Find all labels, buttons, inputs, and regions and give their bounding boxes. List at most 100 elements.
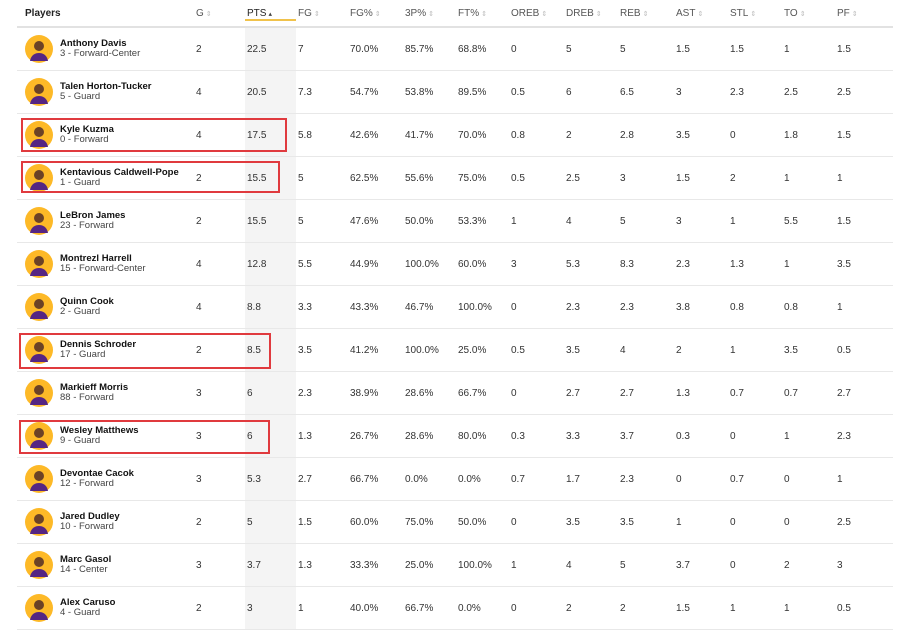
sort-icon[interactable]: ⇕ — [851, 10, 858, 18]
column-header-to[interactable]: TO ⇕ — [782, 8, 835, 19]
player-name[interactable]: LeBron James — [60, 210, 126, 221]
stat-g: 2 — [196, 602, 202, 614]
stat-pf: 1 — [837, 301, 843, 313]
stat-oreb: 0 — [511, 387, 517, 399]
stat-to: 1 — [784, 430, 790, 442]
stat-3p: 0.0% — [405, 473, 428, 485]
column-header-3p[interactable]: 3P% ⇕ — [403, 8, 456, 19]
player-cell[interactable]: Anthony Davis 3 - Forward-Center — [17, 35, 194, 63]
player-name[interactable]: Jared Dudley — [60, 511, 120, 522]
player-info: Markieff Morris 88 - Forward — [60, 383, 128, 403]
player-cell[interactable]: Wesley Matthews 9 - Guard — [17, 422, 194, 450]
stat-pf: 1.5 — [837, 129, 851, 141]
table-row[interactable]: Quinn Cook 2 - Guard 4 8.8 3.3 43.3% 46.7% 100.… — [17, 286, 893, 329]
player-name[interactable]: Quinn Cook — [60, 296, 114, 307]
stat-pf: 1.5 — [837, 43, 851, 55]
sort-icon[interactable]: ⇕ — [799, 10, 806, 18]
column-header-g[interactable]: G ⇕ — [194, 8, 245, 19]
stat-to: 1 — [784, 172, 790, 184]
stat-ast: 1.5 — [676, 172, 690, 184]
table-row[interactable]: Kentavious Caldwell-Pope 1 - Guard 2 15.5 5 6… — [17, 157, 893, 200]
column-header-pts[interactable]: PTS ▴ — [245, 7, 296, 21]
stat-fg: 5 — [298, 172, 304, 184]
column-header-players[interactable]: Players — [17, 8, 194, 19]
table-row[interactable]: Wesley Matthews 9 - Guard 3 6 1.3 26.7% 28.6% 8… — [17, 415, 893, 458]
player-cell[interactable]: LeBron James 23 - Forward — [17, 207, 194, 235]
column-header-label: PTS — [247, 7, 267, 19]
player-name[interactable]: Wesley Matthews — [60, 425, 139, 436]
stat-fg: 1.3 — [298, 430, 312, 442]
stat-pts: 6 — [247, 387, 253, 399]
player-name[interactable]: Kyle Kuzma — [60, 124, 114, 135]
sort-icon[interactable]: ⇕ — [205, 10, 212, 18]
stat-fgp: 47.6% — [350, 215, 379, 227]
sort-icon[interactable]: ⇕ — [541, 10, 548, 18]
player-cell[interactable]: Talen Horton-Tucker 5 - Guard — [17, 78, 194, 106]
player-cell[interactable]: Kentavious Caldwell-Pope 1 - Guard — [17, 164, 194, 192]
table-row[interactable]: Markieff Morris 88 - Forward 3 6 2.3 38.9% 28.… — [17, 372, 893, 415]
player-cell[interactable]: Marc Gasol 14 - Center — [17, 551, 194, 579]
player-name[interactable]: Anthony Davis — [60, 38, 127, 49]
table-row[interactable]: Marc Gasol 14 - Center 3 3.7 1.3 33.3% 25.0% 10… — [17, 544, 893, 587]
sort-icon[interactable]: ⇕ — [697, 10, 704, 18]
sort-icon[interactable]: ⇕ — [313, 10, 320, 18]
player-cell[interactable]: Quinn Cook 2 - Guard — [17, 293, 194, 321]
sort-icon[interactable]: ⇕ — [750, 10, 757, 18]
column-header-ast[interactable]: AST ⇕ — [674, 8, 728, 19]
player-number-position: 9 - Guard — [60, 435, 101, 446]
table-row[interactable]: Dennis Schroder 17 - Guard 2 8.5 3.5 41.2% 100… — [17, 329, 893, 372]
player-name[interactable]: Kentavious Caldwell-Pope — [60, 167, 179, 178]
table-row[interactable]: Kyle Kuzma 0 - Forward 4 17.5 5.8 42.6% 41.7% 7… — [17, 114, 893, 157]
stat-pts: 17.5 — [247, 129, 267, 141]
sort-icon[interactable]: ⇕ — [595, 10, 602, 18]
column-header-dreb[interactable]: DREB ⇕ — [564, 8, 618, 19]
avatar — [25, 551, 53, 579]
stat-pts: 15.5 — [247, 215, 267, 227]
table-row[interactable]: Montrezl Harrell 15 - Forward-Center 4 12.8… — [17, 243, 893, 286]
player-name[interactable]: Montrezl Harrell — [60, 253, 132, 264]
player-cell[interactable]: Devontae Cacok 12 - Forward — [17, 465, 194, 493]
player-name[interactable]: Alex Caruso — [60, 597, 116, 608]
stat-fgp: 41.2% — [350, 344, 379, 356]
player-cell[interactable]: Jared Dudley 10 - Forward — [17, 508, 194, 536]
table-row[interactable]: Talen Horton-Tucker 5 - Guard 4 20.5 7.3 54.7… — [17, 71, 893, 114]
sort-icon[interactable]: ⇕ — [642, 10, 649, 18]
sort-icon[interactable]: ⇕ — [481, 10, 487, 18]
table-row[interactable]: Devontae Cacok 12 - Forward 3 5.3 2.7 66.7% 0.… — [17, 458, 893, 501]
player-name[interactable]: Marc Gasol — [60, 554, 112, 565]
player-info: Anthony Davis 3 - Forward-Center — [60, 39, 140, 59]
column-header-ftp[interactable]: FT% ⇕ — [456, 8, 509, 19]
avatar — [25, 594, 53, 622]
table-row[interactable]: LeBron James 23 - Forward 2 15.5 5 47.6% 50.0%… — [17, 200, 893, 243]
sort-icon[interactable]: ⇕ — [374, 10, 381, 18]
stat-pts: 3 — [247, 602, 253, 614]
table-row[interactable]: Jared Dudley 10 - Forward 2 5 1.5 60.0% 75.0% 5… — [17, 501, 893, 544]
player-name[interactable]: Devontae Cacok — [60, 468, 134, 479]
player-name[interactable]: Talen Horton-Tucker — [60, 81, 152, 92]
stat-fg: 3.3 — [298, 301, 312, 313]
player-cell[interactable]: Montrezl Harrell 15 - Forward-Center — [17, 250, 194, 278]
player-name[interactable]: Markieff Morris — [60, 382, 129, 393]
column-header-fg[interactable]: FG ⇕ — [296, 8, 348, 19]
sort-icon[interactable]: ⇕ — [428, 10, 434, 18]
player-name[interactable]: Dennis Schroder — [60, 339, 137, 350]
player-cell[interactable]: Markieff Morris 88 - Forward — [17, 379, 194, 407]
player-number-position: 14 - Center — [60, 564, 108, 575]
player-cell[interactable]: Dennis Schroder 17 - Guard — [17, 336, 194, 364]
column-header-reb[interactable]: REB ⇕ — [618, 8, 674, 19]
player-number-position: 17 - Guard — [60, 349, 106, 360]
avatar — [25, 35, 53, 63]
sort-ascending-icon[interactable]: ▴ — [268, 10, 272, 18]
stat-fgp: 44.9% — [350, 258, 379, 270]
player-info: LeBron James 23 - Forward — [60, 211, 125, 231]
column-header-pf[interactable]: PF ⇕ — [835, 8, 890, 19]
player-cell[interactable]: Kyle Kuzma 0 - Forward — [17, 121, 194, 149]
column-header-oreb[interactable]: OREB ⇕ — [509, 8, 564, 19]
table-row[interactable]: Anthony Davis 3 - Forward-Center 2 22.5 7 70.… — [17, 28, 893, 71]
column-header-fgp[interactable]: FG% ⇕ — [348, 8, 403, 19]
table-row[interactable]: Alex Caruso 4 - Guard 2 3 1 40.0% 66.7% 0.0% 0 2 2… — [17, 587, 893, 630]
player-cell[interactable]: Alex Caruso 4 - Guard — [17, 594, 194, 622]
column-header-stl[interactable]: STL ⇕ — [728, 8, 782, 19]
player-number-position: 4 - Guard — [60, 607, 101, 618]
